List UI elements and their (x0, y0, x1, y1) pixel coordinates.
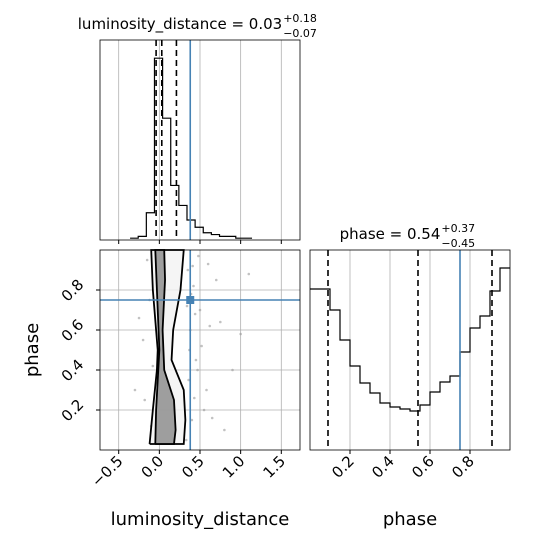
sample-point (186, 268, 190, 272)
truth-marker (186, 296, 195, 304)
hist-bin (470, 328, 480, 450)
y-tick-label: 0.2 (58, 396, 88, 426)
hist-bin (430, 392, 440, 450)
y-tick-label: 0.8 (58, 276, 88, 306)
sample-point (247, 272, 251, 276)
sample-point (196, 368, 199, 372)
sample-point (214, 278, 218, 282)
y-tick-label: 0.6 (58, 316, 88, 346)
title-lower: −0.07 (283, 27, 317, 40)
sample-point (198, 308, 202, 312)
y-axis-label: phase (22, 323, 43, 377)
sample-point (219, 320, 222, 324)
axes-frame (99, 249, 301, 451)
hist-bin (179, 205, 187, 240)
hist-bin (450, 376, 460, 450)
sample-point (187, 378, 190, 382)
hist-bin (340, 340, 350, 450)
title-upper: +0.18 (283, 12, 317, 25)
sample-point (145, 258, 149, 262)
sample-point (151, 364, 155, 368)
hist-bin (187, 220, 195, 240)
sample-point (200, 344, 203, 348)
sample-point (141, 338, 145, 342)
sample-point (192, 284, 195, 288)
sample-point (191, 264, 194, 268)
sample-point (239, 332, 242, 336)
sample-point (231, 368, 234, 372)
sample-point (205, 388, 208, 392)
x-tick-label: 0.5 (178, 452, 208, 482)
sample-point (206, 262, 210, 266)
axes-frame (99, 39, 301, 241)
sample-point (197, 254, 200, 258)
panel-title: luminosity_distance = 0.03 (78, 15, 282, 34)
sample-point (143, 398, 147, 402)
hist-bin (146, 213, 154, 240)
sample-point (185, 304, 189, 308)
x-tick-label: −0.5 (88, 452, 126, 490)
title-main: phase = 0.54 (340, 225, 441, 243)
title-lower: −0.45 (441, 237, 475, 250)
x-tick-label: 0.0 (138, 452, 168, 482)
hist-bin (350, 366, 360, 450)
x-tick-label: 1.5 (260, 452, 290, 482)
sample-point (223, 428, 226, 432)
title-main: luminosity_distance = 0.03 (78, 15, 282, 34)
x-tick-label: 0.8 (448, 452, 478, 482)
x-tick-label: 0.4 (368, 452, 398, 482)
hist-bin (310, 289, 320, 450)
hist-bin (203, 233, 211, 240)
hist-bin (195, 227, 203, 240)
hist-step (130, 57, 253, 239)
sample-point (137, 316, 141, 320)
hist-step (310, 267, 510, 412)
sample-point (190, 418, 194, 422)
hist-bin (211, 235, 219, 240)
axes-frame (309, 249, 511, 451)
hist-bin (480, 316, 490, 450)
hist-bin (440, 382, 450, 450)
x-axis-label: phase (383, 509, 437, 530)
sample-point (208, 324, 212, 328)
sample-point (193, 312, 197, 316)
hist-bin (400, 409, 410, 450)
x-tick-label: 0.2 (328, 452, 358, 482)
sample-point (202, 408, 206, 412)
hist-bin (163, 118, 171, 240)
sample-point (184, 438, 188, 442)
hist-bin (390, 407, 400, 450)
x-axis-label: luminosity_distance (111, 509, 290, 530)
hist-bin (500, 268, 510, 450)
sample-point (210, 416, 214, 420)
hist-bin (171, 185, 179, 240)
sample-point (193, 396, 196, 400)
hist-bin (420, 405, 430, 450)
x-tick-label: 0.6 (408, 452, 438, 482)
y-tick-label: 0.4 (58, 356, 88, 386)
hist-bin (360, 383, 370, 450)
panel-title: phase = 0.54 (340, 225, 441, 243)
hist-bin (370, 393, 380, 450)
hist-bin (460, 352, 470, 450)
x-tick-label: 1.0 (219, 452, 249, 482)
sample-point (133, 388, 137, 392)
hist-bin (330, 310, 340, 450)
hist-bin (380, 403, 390, 450)
title-upper: +0.37 (441, 222, 475, 235)
sample-point (194, 358, 198, 362)
